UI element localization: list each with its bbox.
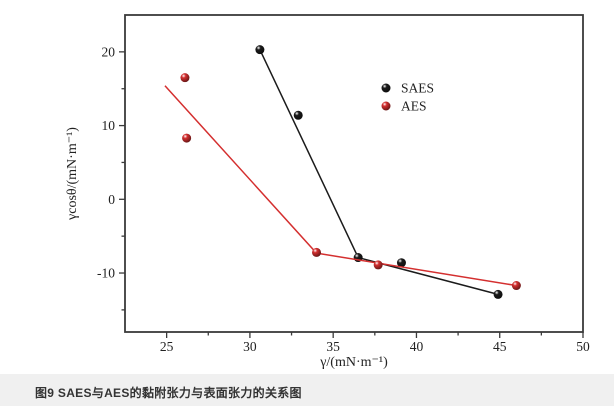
data-point-saes (396, 258, 406, 268)
x-tick-label: 30 (243, 339, 257, 354)
chart-svg: 25 30 35 40 45 50 -10 0 10 20 γ/(mN·m⁻¹) γcosθ/(mN·… (65, 14, 590, 370)
x-tick-label: 45 (493, 339, 507, 354)
plot-border (124, 14, 584, 333)
x-tick-label: 40 (410, 339, 424, 354)
data-point-aes (312, 247, 322, 257)
data-point-aes (511, 281, 521, 291)
legend-marker-saes (381, 83, 391, 93)
y-tick-label: 20 (102, 44, 116, 59)
x-tick-label: 50 (576, 339, 590, 354)
figure-caption: 图9 SAES与AES的黏附张力与表面张力的关系图 (35, 386, 302, 400)
x-tick-label: 35 (326, 339, 340, 354)
data-point-aes (180, 73, 190, 83)
y-axis-title: γcosθ/(mN·m⁻¹) (65, 127, 80, 221)
x-axis-title: γ/(mN·m⁻¹) (319, 355, 388, 370)
x-tick-label: 25 (160, 339, 174, 354)
legend-label-aes: AES (401, 99, 427, 114)
data-point-saes (255, 45, 265, 55)
y-tick-label: -10 (97, 266, 115, 281)
y-tick-label: 0 (108, 192, 115, 207)
data-point-aes (182, 133, 192, 143)
legend-label-saes: SAES (401, 81, 434, 96)
data-point-aes (373, 260, 383, 270)
chart-figure: 25 30 35 40 45 50 -10 0 10 20 γ/(mN·m⁻¹) γcosθ/(mN·… (0, 0, 614, 374)
data-point-saes (493, 289, 503, 299)
y-tick-label: 10 (102, 118, 116, 133)
data-point-saes (293, 110, 303, 120)
legend-marker-aes (381, 101, 391, 111)
